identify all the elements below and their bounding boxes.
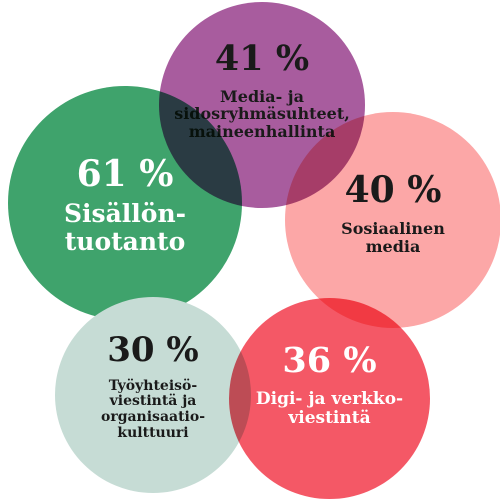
bubble-label-content-production: Sisällön- tuotanto [63, 198, 187, 256]
bubble-label-media-relations: Media- ja sidosryhmäsuhteet, maineenhall… [174, 86, 350, 142]
bubble-value-social-media: 40 % [344, 169, 442, 212]
bubble-value-digital-communication: 36 % [282, 340, 377, 382]
bubble-label-internal-communication: Työyhteisö- viestintä ja organisaatio- k… [100, 377, 206, 441]
bubble-label-social-media: Sosiaalinen media [341, 218, 445, 256]
bubble-value-internal-communication: 30 % [107, 329, 199, 370]
bubble-media-relations: 41 % Media- ja sidosryhmäsuhteet, mainee… [159, 2, 365, 208]
bubble-label-digital-communication: Digi- ja verkko- viestintä [255, 388, 404, 428]
bubble-internal-communication: 30 % Työyhteisö- viestintä ja organisaat… [55, 297, 251, 493]
bubble-value-content-production: 61 % [76, 153, 174, 196]
bubble-value-media-relations: 41 % [214, 37, 310, 79]
bubble-digital-communication: 36 % Digi- ja verkko- viestintä [229, 298, 430, 499]
